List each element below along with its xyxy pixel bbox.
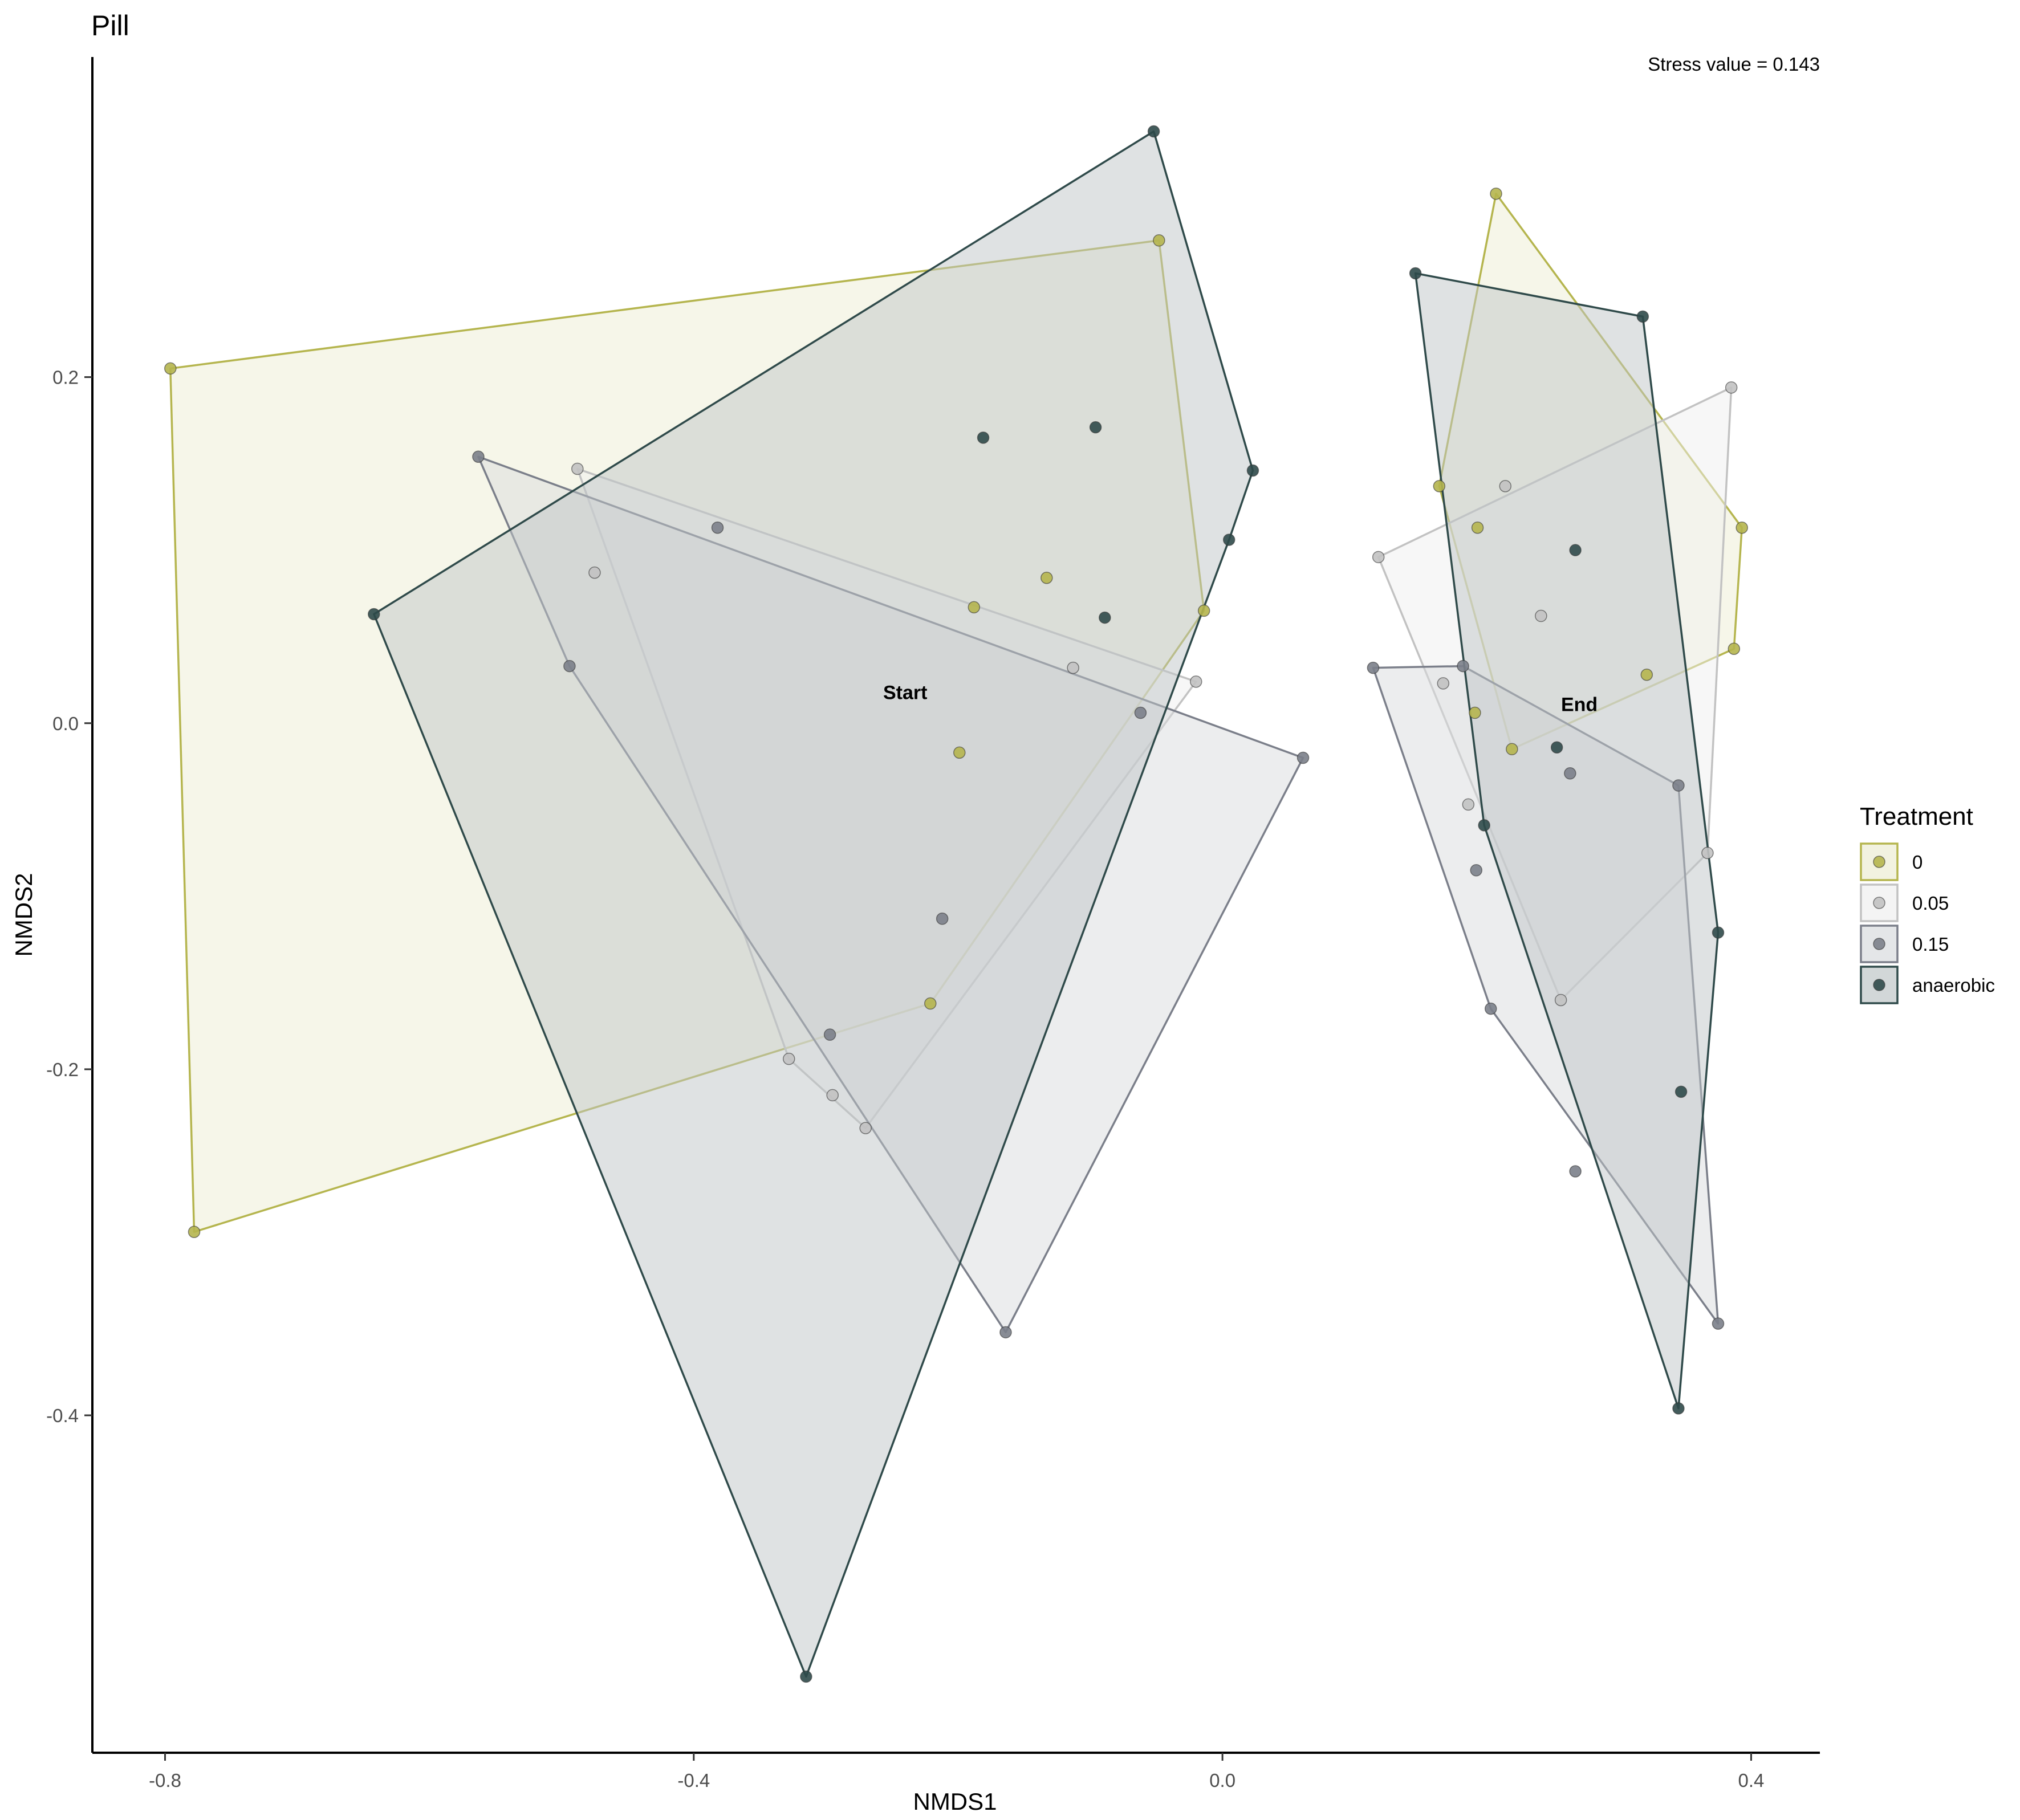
point-0 xyxy=(188,1225,201,1238)
y-axis-title: NMDS2 xyxy=(10,873,37,956)
legend-title: Treatment xyxy=(1860,803,1973,830)
point-0_15 xyxy=(1296,751,1310,764)
point-0_15 xyxy=(999,1326,1012,1339)
point-0 xyxy=(1736,521,1748,534)
point-0_05 xyxy=(1190,675,1202,688)
point-anaerobic xyxy=(1478,819,1490,832)
point-0_05 xyxy=(1701,846,1714,860)
chart-title: Pill xyxy=(91,10,129,42)
point-anaerobic xyxy=(1409,267,1422,280)
point-0_05 xyxy=(1067,661,1079,674)
point-anaerobic xyxy=(1550,741,1563,754)
point-anaerobic xyxy=(1672,1402,1685,1415)
y-tick-label: 0.0 xyxy=(52,713,79,734)
point-0_05 xyxy=(1535,609,1547,622)
point-0_05 xyxy=(1462,798,1475,811)
point-0_15 xyxy=(1672,779,1685,792)
point-0 xyxy=(1153,234,1165,247)
point-anaerobic xyxy=(1246,464,1259,477)
legend-items: 0 0.05 0.15 anaerobic xyxy=(1860,842,1995,1004)
legend-key-0_05 xyxy=(1860,883,1899,922)
point-0 xyxy=(968,601,981,614)
point-anaerobic xyxy=(1099,611,1111,624)
y-tick-label: -0.4 xyxy=(46,1405,79,1426)
point-0 xyxy=(1728,642,1741,655)
point-anaerobic xyxy=(800,1670,812,1683)
point-anaerobic xyxy=(1674,1085,1688,1098)
y-tick-label: 0.2 xyxy=(52,367,79,388)
legend-label-0: 0 xyxy=(1912,852,1923,873)
point-0_05 xyxy=(826,1089,839,1102)
point-0 xyxy=(1041,572,1053,584)
point-0_15 xyxy=(1367,661,1380,674)
point-anaerobic xyxy=(1712,926,1725,939)
point-0_15 xyxy=(1484,1002,1497,1015)
point-0_05 xyxy=(571,462,584,475)
point-0 xyxy=(1471,521,1484,534)
point-0_05 xyxy=(1499,480,1511,492)
point-anaerobic xyxy=(1636,310,1649,323)
legend-marker-0 xyxy=(1873,856,1885,868)
point-0 xyxy=(164,362,177,375)
point-0_15 xyxy=(563,659,576,673)
stress-value-label: Stress value = 0.143 xyxy=(1648,54,1820,75)
x-ticks: -0.8 -0.4 0.0 0.4 xyxy=(149,1753,1764,1791)
point-anaerobic xyxy=(977,431,990,444)
legend-label-0_05: 0.05 xyxy=(1912,893,1949,914)
point-0 xyxy=(1490,188,1502,200)
annotation-start: Start xyxy=(883,682,927,703)
point-0_15 xyxy=(1470,864,1482,877)
point-0_15 xyxy=(936,913,949,925)
point-0_15 xyxy=(1457,659,1469,673)
point-0 xyxy=(1640,669,1653,681)
hull-anaerobic xyxy=(1414,272,1720,1410)
legend-label-anaerobic: anaerobic xyxy=(1912,975,1995,996)
hull-anaerobic xyxy=(373,130,1254,1678)
legend-marker-0_15 xyxy=(1873,938,1885,950)
point-0_05 xyxy=(1725,381,1738,394)
point-layer xyxy=(164,125,1748,1683)
point-0_05 xyxy=(588,566,601,579)
point-anaerobic xyxy=(368,608,380,621)
legend: Treatment 0 0.05 0.15 anaerobic xyxy=(1860,803,1995,1004)
point-0 xyxy=(1506,743,1518,756)
point-0 xyxy=(1197,604,1210,617)
point-0_05 xyxy=(1437,677,1450,690)
legend-marker-anaerobic xyxy=(1873,979,1885,991)
point-0_15 xyxy=(823,1028,836,1041)
point-0 xyxy=(1433,480,1446,492)
y-tick-label: -0.2 xyxy=(46,1059,79,1080)
annotation-end: End xyxy=(1561,694,1598,716)
y-ticks: -0.4 -0.2 0.0 0.2 xyxy=(46,367,92,1426)
x-tick-label: -0.4 xyxy=(677,1770,710,1791)
axis-layer: -0.8 -0.4 0.0 0.4 -0.4 -0.2 0.0 0.2 xyxy=(46,57,1820,1791)
legend-label-0_15: 0.15 xyxy=(1912,934,1949,955)
point-anaerobic xyxy=(1222,534,1235,546)
point-anaerobic xyxy=(1147,125,1160,138)
point-0_15 xyxy=(1712,1317,1725,1330)
point-0_15 xyxy=(472,450,485,463)
x-tick-label: 0.4 xyxy=(1738,1770,1765,1791)
point-0_05 xyxy=(1372,551,1385,564)
point-0_05 xyxy=(1554,994,1567,1007)
x-tick-label: 0.0 xyxy=(1209,1770,1235,1791)
legend-marker-0_05 xyxy=(1873,897,1885,909)
point-anaerobic xyxy=(1569,544,1582,556)
point-anaerobic xyxy=(1089,421,1102,434)
point-0_15 xyxy=(1569,1165,1582,1178)
point-0 xyxy=(953,746,966,759)
point-0_15 xyxy=(1564,767,1576,780)
point-0_15 xyxy=(1134,706,1147,719)
hull-layer xyxy=(169,130,1743,1678)
point-0_15 xyxy=(711,521,724,534)
point-0_05 xyxy=(782,1052,795,1065)
annotation-layer: Start End xyxy=(883,682,1598,715)
point-0_05 xyxy=(859,1122,872,1134)
point-0 xyxy=(1469,706,1481,719)
x-axis-title: NMDS1 xyxy=(913,1788,997,1815)
point-0 xyxy=(924,997,937,1010)
x-tick-label: -0.8 xyxy=(149,1770,181,1791)
